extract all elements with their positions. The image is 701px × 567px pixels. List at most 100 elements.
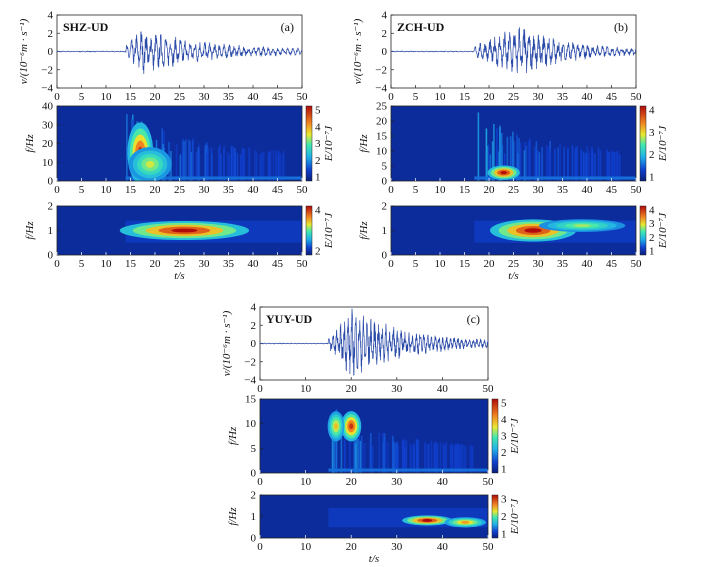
spectral-streak — [197, 146, 200, 181]
spec-x-tick-label: 50 — [297, 184, 309, 196]
spec-x-tick-label: 45 — [272, 184, 284, 196]
spec-x-tick-label: 35 — [557, 184, 569, 196]
colorbar — [491, 398, 499, 474]
wave-y-tick-label: 2 — [382, 28, 388, 40]
spec-x-tick-label: 40 — [582, 184, 594, 196]
spec-y-axis-label: f/Hz — [24, 134, 36, 153]
spec-x-tick-label: 20 — [150, 258, 162, 270]
spec-x-tick-label: 30 — [533, 184, 545, 196]
spectral-hotspot — [573, 224, 591, 228]
spectral-streak — [525, 145, 527, 181]
spectral-hotspot — [461, 520, 470, 524]
spectral-streak — [574, 150, 577, 181]
x-axis-label: t/s — [174, 270, 184, 282]
spec-x-tick-label: 10 — [435, 184, 447, 196]
spectral-streak — [488, 144, 490, 181]
wave-y-tick-label: 4 — [382, 10, 388, 22]
spec-y-tick-label: 15 — [376, 131, 388, 143]
spec-x-tick-label: 5 — [413, 258, 419, 270]
spectral-streak — [491, 141, 494, 181]
spec-y-tick-label: 5 — [382, 161, 388, 173]
spec-y-tick-label: 0 — [251, 533, 257, 545]
spectral-streak — [463, 445, 466, 473]
spectral-baseline — [125, 176, 302, 180]
colorbar-tick-label: 3 — [315, 138, 321, 150]
spectral-streak — [616, 150, 619, 181]
spectral-streak — [268, 151, 270, 181]
spectral-streak — [261, 152, 263, 181]
spectral-streak — [592, 151, 595, 181]
colorbar-tick-label: 4 — [649, 205, 655, 217]
station-label: YUY-UD — [266, 312, 313, 326]
spectral-streak — [559, 143, 561, 181]
wave-x-tick-label: 30 — [533, 91, 545, 103]
wave-x-tick-label: 10 — [101, 91, 113, 103]
spec-x-tick-label: 50 — [631, 258, 643, 270]
spec-y-tick-label: 10 — [376, 146, 388, 158]
x-axis-label: t/s — [369, 553, 379, 565]
spectral-streak — [232, 146, 235, 181]
spectral-streak — [409, 443, 412, 473]
colorbar-tick-label: 2 — [501, 447, 507, 459]
wave-y-tick-label: 0 — [251, 338, 257, 350]
spectral-streak — [496, 146, 499, 181]
waveform-trace — [56, 31, 303, 75]
spectral-streak — [427, 443, 430, 473]
colorbar-tick-label: 5 — [501, 398, 507, 410]
spectral-streak — [383, 433, 386, 473]
spectral-streak — [516, 152, 519, 181]
spectral-streak — [537, 150, 539, 181]
spec-x-tick-label: 30 — [199, 184, 211, 196]
spec-x-tick-label: 15 — [459, 184, 471, 196]
spectral-streak — [405, 440, 408, 473]
x-axis-label: t/s — [508, 270, 518, 282]
wave-x-tick-label: 25 — [174, 91, 186, 103]
spectral-streak — [349, 418, 351, 473]
spectral-streak — [204, 145, 207, 181]
colorbar-tick-label: 5 — [315, 105, 321, 117]
spectral-baseline — [474, 176, 636, 180]
spec-x-tick-label: 40 — [437, 476, 449, 488]
spectral-streak — [460, 444, 462, 473]
colorbar-tick-label: 4 — [501, 414, 507, 426]
wave-y-tick-label: −2 — [244, 356, 256, 368]
spectral-streak — [534, 146, 536, 181]
spectral-streak — [188, 139, 190, 181]
spec-x-tick-label: 50 — [483, 541, 495, 553]
spectral-streak — [477, 112, 480, 181]
spec-x-tick-label: 20 — [484, 184, 496, 196]
spectral-streak — [220, 154, 222, 181]
wave-x-tick-label: 0 — [388, 91, 394, 103]
spectral-streak — [576, 146, 578, 181]
spectral-streak — [424, 442, 426, 473]
spectral-streak — [359, 440, 362, 473]
spec-x-tick-label: 0 — [54, 184, 60, 196]
station-label: ZCH-UD — [397, 20, 445, 34]
colorbar-tick-label: 3 — [649, 127, 655, 139]
spec-x-tick-label: 45 — [606, 184, 618, 196]
spectral-streak — [528, 138, 531, 181]
spectral-streak — [248, 147, 251, 181]
spectral-streak — [519, 143, 522, 181]
wave-x-tick-label: 0 — [257, 383, 263, 395]
spectral-streak — [549, 152, 552, 181]
wave-y-tick-label: −4 — [41, 83, 53, 95]
spec-x-tick-label: 0 — [54, 258, 60, 270]
spectral-hotspot — [422, 518, 433, 522]
spectral-streak — [219, 144, 221, 181]
spec-y-tick-label: 15 — [245, 394, 257, 406]
wave-x-tick-label: 10 — [300, 383, 312, 395]
wave-y-axis-label: v/(10⁻⁶m · s⁻¹) — [352, 18, 364, 84]
spectral-streak — [618, 154, 621, 181]
spec-y-tick-label: 10 — [42, 157, 54, 169]
spectral-hotspot — [334, 423, 338, 430]
spec-y-tick-label: 10 — [245, 418, 257, 430]
spectral-streak — [417, 439, 420, 473]
wave-y-tick-label: 4 — [48, 10, 54, 22]
spectral-streak — [547, 146, 550, 181]
spectral-streak — [181, 138, 184, 181]
spec-x-tick-label: 30 — [533, 258, 545, 270]
